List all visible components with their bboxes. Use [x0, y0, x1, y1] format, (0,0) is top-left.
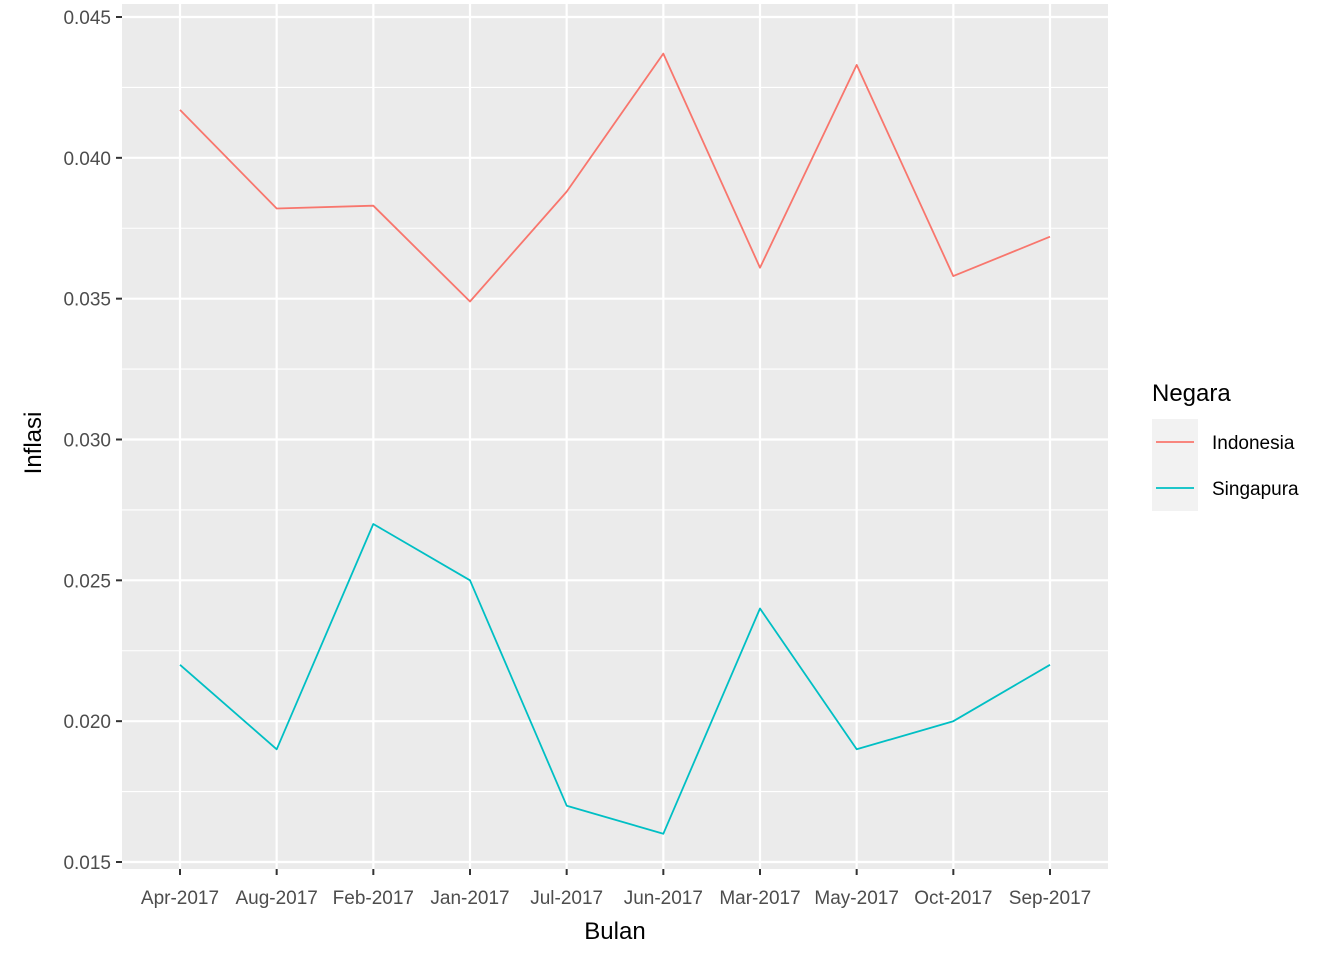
- x-tick-label: Oct-2017: [914, 888, 992, 909]
- series-line-singapura: [179, 523, 1051, 835]
- x-axis-title: Bulan: [584, 918, 645, 945]
- x-tick-label: May-2017: [814, 888, 899, 909]
- legend-label-indonesia: Indonesia: [1212, 433, 1295, 454]
- y-axis: 0.015 0.020 0.025 0.030 0.035 0.040 0.045: [63, 8, 122, 874]
- y-tick-label: 0.015: [63, 853, 111, 874]
- x-axis: Apr-2017 Aug-2017 Feb-2017 Jan-2017 Jul-2017…: [141, 869, 1091, 909]
- legend-label-singapura: Singapura: [1212, 479, 1299, 500]
- y-tick-label: 0.025: [63, 571, 111, 592]
- y-tick-label: 0.035: [63, 290, 111, 311]
- minor-gridlines: [122, 86, 1108, 793]
- y-axis-title: Inflasi: [20, 412, 47, 475]
- y-tick-label: 0.030: [63, 431, 111, 452]
- series-line-indonesia: [179, 52, 1051, 303]
- x-tick-label: Feb-2017: [333, 888, 414, 909]
- legend-title: Negara: [1152, 380, 1231, 407]
- x-tick-label: Jun-2017: [624, 888, 703, 909]
- series-lines: [179, 52, 1051, 835]
- x-tick-label: Aug-2017: [235, 888, 317, 909]
- plot-panel: [122, 4, 1108, 869]
- major-gridlines: [122, 4, 1108, 869]
- x-tick-label: Apr-2017: [141, 888, 219, 909]
- legend: Negara Indonesia Singapura: [1152, 380, 1299, 511]
- legend-key-background: [1152, 419, 1198, 511]
- y-tick-label: 0.045: [63, 8, 111, 29]
- x-tick-label: Jul-2017: [530, 888, 603, 909]
- x-tick-label: Sep-2017: [1009, 888, 1091, 909]
- x-tick-label: Jan-2017: [430, 888, 509, 909]
- y-tick-label: 0.040: [63, 149, 111, 170]
- x-tick-label: Mar-2017: [719, 888, 800, 909]
- y-tick-label: 0.020: [63, 712, 111, 733]
